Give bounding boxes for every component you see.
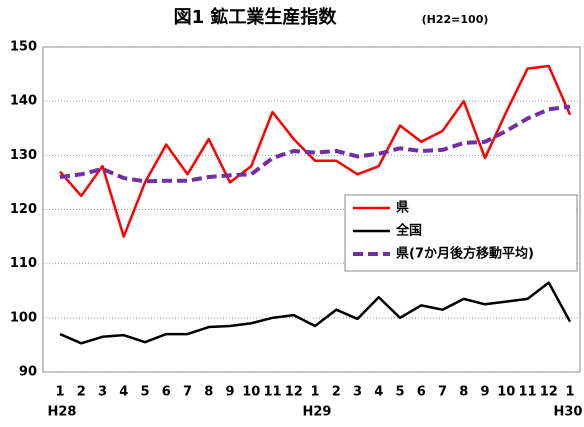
x-tick-label: 7 — [183, 385, 192, 400]
x-tick-label: 6 — [417, 385, 426, 400]
series-line — [59, 104, 571, 184]
x-tick-label: 9 — [480, 385, 489, 400]
x-tick-label: 12 — [285, 385, 303, 400]
x-group-label: H28 — [48, 405, 77, 420]
series-line — [59, 64, 572, 238]
legend-label: 県 — [396, 201, 409, 216]
x-tick-label: 2 — [332, 385, 341, 400]
x-tick-label: 7 — [438, 385, 447, 400]
x-tick-label: 5 — [140, 385, 149, 400]
x-tick-label: 1 — [565, 385, 574, 400]
x-tick-label: 2 — [77, 385, 86, 400]
x-tick-label: 1 — [55, 385, 64, 400]
legend-label: 全国 — [395, 223, 422, 239]
x-tick-label: 8 — [459, 385, 468, 400]
x-tick-label: 12 — [540, 385, 558, 400]
x-tick-label: 11 — [518, 385, 536, 400]
x-tick-label: 10 — [242, 385, 260, 400]
x-tick-label: 10 — [497, 385, 515, 400]
x-tick-label: 3 — [98, 385, 107, 400]
x-tick-label: 8 — [204, 385, 213, 400]
x-group-label: H30 — [554, 405, 583, 420]
series-line — [59, 281, 572, 345]
y-tick-label: 90 — [19, 365, 37, 380]
y-tick-label: 120 — [10, 202, 37, 217]
y-tick-label: 100 — [10, 310, 37, 325]
y-tick-label: 110 — [10, 256, 37, 271]
chart-subtitle: (H22=100) — [422, 13, 489, 26]
x-tick-label: 4 — [119, 385, 128, 400]
y-tick-label: 130 — [10, 148, 37, 163]
y-tick-label: 140 — [10, 94, 37, 109]
x-tick-label: 3 — [353, 385, 362, 400]
legend-label: 県(7か月後方移動平均) — [396, 246, 534, 262]
y-tick-label: 150 — [10, 40, 37, 55]
x-tick-label: 4 — [374, 385, 383, 400]
x-tick-label: 11 — [263, 385, 281, 400]
x-group-label: H29 — [303, 405, 332, 420]
x-tick-label: 5 — [395, 385, 404, 400]
x-tick-label: 1 — [310, 385, 319, 400]
x-tick-label: 6 — [162, 385, 171, 400]
x-tick-label: 9 — [225, 385, 234, 400]
chart-title: 図1 鉱工業生産指数 — [174, 6, 338, 28]
